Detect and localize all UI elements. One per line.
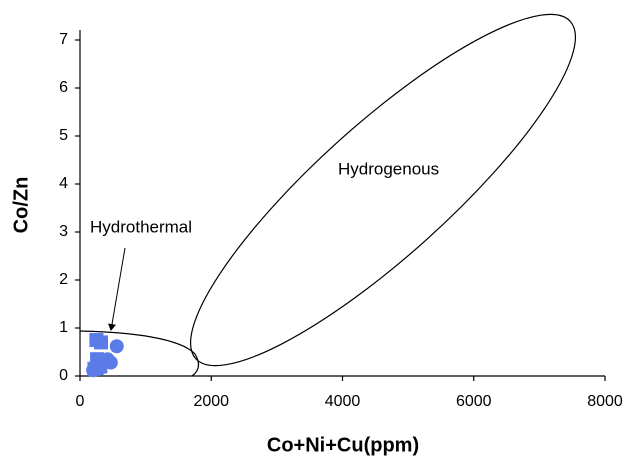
hydrogenous-field — [189, 13, 577, 367]
x-tick-label: 6000 — [456, 393, 492, 410]
hydrothermal-field — [79, 330, 200, 377]
point — [94, 335, 108, 350]
y-tick-label: 0 — [59, 367, 68, 384]
arrow — [108, 247, 126, 331]
x-tick-label: 8000 — [587, 393, 623, 410]
y-tick-label: 2 — [59, 271, 68, 288]
annotation: Hydrogenous — [338, 159, 439, 178]
annotation: Hydrothermal — [90, 217, 192, 236]
x-tick-label: 2000 — [193, 393, 229, 410]
x-axis-title: Co+Ni+Cu(ppm) — [267, 434, 419, 456]
point — [86, 363, 101, 378]
point — [103, 355, 118, 370]
y-tick-label: 4 — [59, 175, 68, 192]
y-tick-label: 3 — [59, 223, 68, 240]
y-tick-label: 1 — [59, 319, 68, 336]
y-axis-title: Co/Zn — [10, 177, 32, 234]
x-tick-label: 4000 — [325, 393, 361, 410]
point — [109, 339, 124, 354]
y-tick-label: 7 — [59, 31, 68, 48]
y-tick-label: 5 — [59, 127, 68, 144]
y-tick-label: 6 — [59, 79, 68, 96]
x-tick-label: 0 — [76, 393, 85, 410]
